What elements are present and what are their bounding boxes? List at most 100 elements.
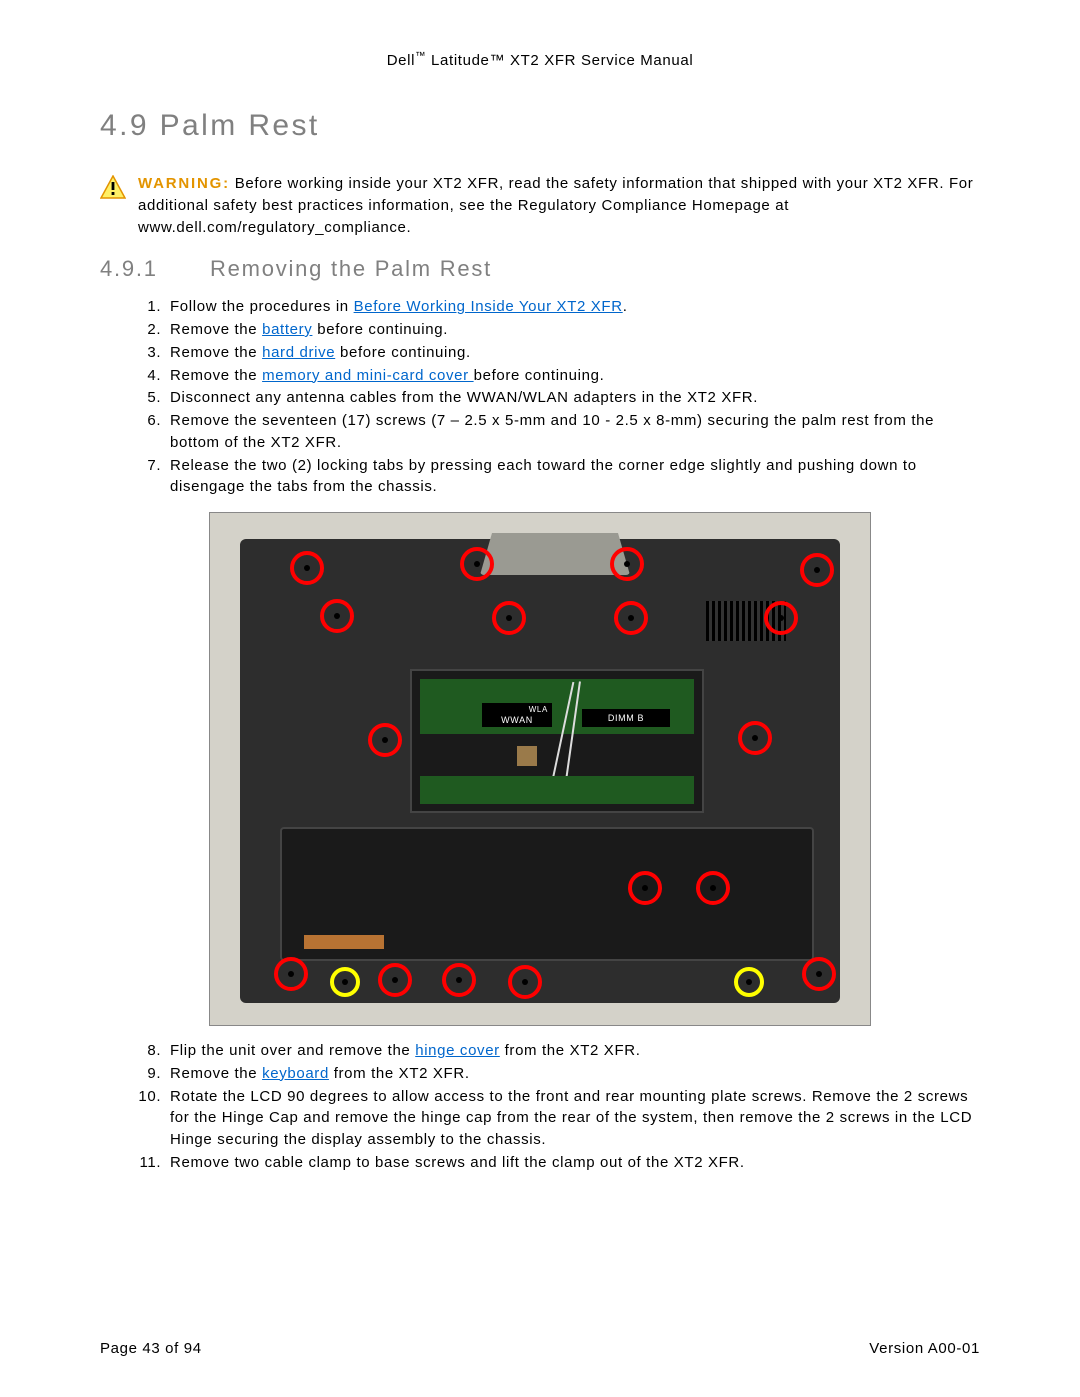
- step-item: Rotate the LCD 90 degrees to allow acces…: [166, 1086, 980, 1151]
- step-text: Disconnect any antenna cables from the W…: [170, 389, 758, 406]
- step-item: Remove the battery before continuing.: [166, 319, 980, 341]
- step-item: Disconnect any antenna cables from the W…: [166, 387, 980, 409]
- cross-ref-link[interactable]: keyboard: [262, 1065, 329, 1082]
- cross-ref-link[interactable]: hinge cover: [415, 1042, 500, 1059]
- screw-marker-red: [738, 721, 772, 755]
- screw-dot: [816, 971, 822, 977]
- step-text: Remove the: [170, 367, 262, 384]
- pcb-bottom: [420, 776, 694, 804]
- subsection-number: 4.9.1: [100, 256, 210, 282]
- copper-contact: [304, 935, 384, 949]
- cross-ref-link[interactable]: hard drive: [262, 344, 335, 361]
- warning-triangle-icon: [100, 175, 126, 199]
- section-number: 4.9: [100, 109, 149, 142]
- step-text: before continuing.: [335, 344, 471, 361]
- tab-marker-yellow: [734, 967, 764, 997]
- dimm-label: DIMM B: [582, 709, 670, 727]
- screw-dot: [746, 979, 752, 985]
- screw-marker-red: [290, 551, 324, 585]
- step-item: Remove two cable clamp to base screws an…: [166, 1152, 980, 1174]
- screw-marker-red: [802, 957, 836, 991]
- step-item: Remove the seventeen (17) screws (7 – 2.…: [166, 410, 980, 454]
- screw-marker-red: [628, 871, 662, 905]
- section-title: 4.9 Palm Rest: [100, 109, 980, 143]
- screw-marker-red: [320, 599, 354, 633]
- step-text: Remove the seventeen (17) screws (7 – 2.…: [170, 412, 934, 451]
- step-text: from the XT2 XFR.: [500, 1042, 641, 1059]
- screw-dot: [624, 561, 630, 567]
- steps-list-bottom: Flip the unit over and remove the hinge …: [100, 1040, 980, 1174]
- laptop-chassis: WWAN DIMM B: [240, 539, 840, 1003]
- warning-text: WARNING: Before working inside your XT2 …: [138, 173, 980, 238]
- trademark: ™: [415, 50, 426, 62]
- step-item: Remove the memory and mini-card cover be…: [166, 365, 980, 387]
- screw-marker-red: [800, 553, 834, 587]
- step-text: Follow the procedures in: [170, 298, 354, 315]
- screw-marker-red: [378, 963, 412, 997]
- screw-dot: [288, 971, 294, 977]
- screw-dot: [628, 615, 634, 621]
- warning-block: WARNING: Before working inside your XT2 …: [100, 173, 980, 238]
- step-text: Rotate the LCD 90 degrees to allow acces…: [170, 1088, 972, 1149]
- chip: [517, 746, 537, 766]
- screw-marker-red: [696, 871, 730, 905]
- page-number: Page 43 of 94: [100, 1340, 202, 1357]
- battery-bay: [280, 827, 814, 961]
- step-text: .: [623, 298, 628, 315]
- step-text: Remove the: [170, 344, 262, 361]
- cross-ref-link[interactable]: battery: [262, 321, 312, 338]
- screw-dot: [392, 977, 398, 983]
- screw-dot: [814, 567, 820, 573]
- subsection-text: Removing the Palm Rest: [210, 256, 492, 281]
- screw-dot: [474, 561, 480, 567]
- step-text: before continuing.: [474, 367, 605, 384]
- step-text: Release the two (2) locking tabs by pres…: [170, 457, 917, 496]
- hinge-plate: [480, 533, 630, 575]
- step-text: from the XT2 XFR.: [329, 1065, 470, 1082]
- doc-version: Version A00-01: [869, 1340, 980, 1357]
- screw-dot: [642, 885, 648, 891]
- page-footer: Page 43 of 94 Version A00-01: [100, 1340, 980, 1357]
- screw-marker-red: [442, 963, 476, 997]
- step-text: Remove the: [170, 1065, 262, 1082]
- cross-ref-link[interactable]: Before Working Inside Your XT2 XFR: [354, 298, 623, 315]
- screw-marker-red: [492, 601, 526, 635]
- screw-marker-red: [610, 547, 644, 581]
- screw-marker-red: [764, 601, 798, 635]
- screw-dot: [382, 737, 388, 743]
- screw-marker-red: [614, 601, 648, 635]
- screw-marker-red: [368, 723, 402, 757]
- memory-bay: WWAN DIMM B: [410, 669, 704, 813]
- laptop-bottom-figure: WWAN DIMM B: [209, 512, 871, 1026]
- screw-dot: [710, 885, 716, 891]
- step-text: Remove two cable clamp to base screws an…: [170, 1154, 745, 1171]
- step-item: Release the two (2) locking tabs by pres…: [166, 455, 980, 499]
- step-text: Flip the unit over and remove the: [170, 1042, 415, 1059]
- page-header: Dell™ Latitude™ XT2 XFR Service Manual: [100, 50, 980, 69]
- tab-marker-yellow: [330, 967, 360, 997]
- screw-dot: [304, 565, 310, 571]
- step-item: Flip the unit over and remove the hinge …: [166, 1040, 980, 1062]
- screw-dot: [752, 735, 758, 741]
- steps-list-top: Follow the procedures in Before Working …: [100, 296, 980, 498]
- document-page: Dell™ Latitude™ XT2 XFR Service Manual 4…: [0, 0, 1080, 1397]
- subsection-title: 4.9.1Removing the Palm Rest: [100, 256, 980, 282]
- screw-dot: [506, 615, 512, 621]
- screw-dot: [334, 613, 340, 619]
- step-item: Remove the hard drive before continuing.: [166, 342, 980, 364]
- step-text: before continuing.: [312, 321, 448, 338]
- cross-ref-link[interactable]: memory and mini-card cover: [262, 367, 474, 384]
- section-text: Palm Rest: [149, 109, 320, 142]
- screw-marker-red: [274, 957, 308, 991]
- screw-marker-red: [460, 547, 494, 581]
- screw-marker-red: [508, 965, 542, 999]
- step-text: Remove the: [170, 321, 262, 338]
- screw-dot: [522, 979, 528, 985]
- warning-body: Before working inside your XT2 XFR, read…: [138, 175, 973, 236]
- brand-name: Dell: [387, 52, 415, 69]
- warning-label: WARNING:: [138, 175, 230, 192]
- product-name: Latitude™ XT2 XFR Service Manual: [426, 52, 693, 69]
- step-item: Remove the keyboard from the XT2 XFR.: [166, 1063, 980, 1085]
- wwan-label: WWAN: [482, 703, 552, 727]
- screw-dot: [778, 615, 784, 621]
